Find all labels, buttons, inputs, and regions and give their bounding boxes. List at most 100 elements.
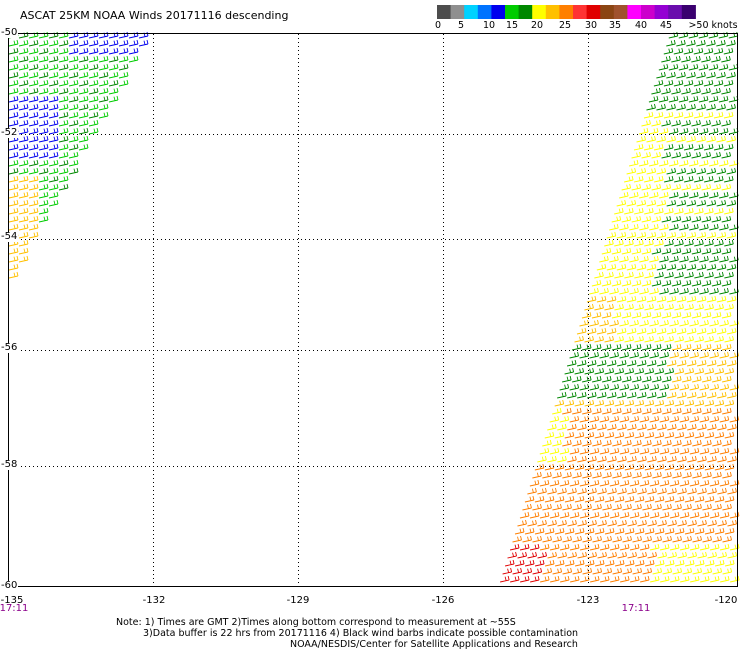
wind-barb	[78, 143, 89, 151]
wind-barb	[721, 183, 732, 191]
wind-barb	[78, 87, 89, 95]
wind-barb	[649, 383, 660, 391]
wind-barb	[569, 447, 580, 455]
wind-barb	[18, 31, 29, 39]
wind-barb	[666, 359, 677, 367]
wind-barb	[711, 55, 721, 63]
wind-barb	[666, 295, 677, 303]
wind-barb	[98, 71, 109, 79]
wind-barb	[98, 31, 109, 39]
wind-barb	[694, 303, 704, 311]
wind-barb	[589, 543, 600, 551]
wind-barb	[579, 543, 590, 551]
wind-barb	[631, 311, 642, 319]
wind-barb	[669, 383, 680, 391]
wind-barb	[28, 231, 39, 239]
wind-barb	[662, 535, 672, 543]
wind-barb	[688, 31, 699, 39]
wind-barb	[592, 407, 602, 415]
wind-barb	[98, 111, 109, 119]
wind-barb	[707, 519, 717, 527]
wind-barb	[592, 439, 602, 447]
wind-barb	[651, 343, 662, 351]
wind-barb	[48, 167, 59, 175]
wind-barb	[698, 31, 709, 39]
wind-barb	[656, 199, 667, 207]
wind-barb	[724, 495, 735, 503]
wind-barb	[38, 79, 49, 87]
wind-barb	[28, 135, 39, 143]
wind-barb	[584, 303, 594, 311]
wind-barb	[684, 239, 694, 247]
wind-barb	[552, 471, 562, 479]
wind-barb	[8, 263, 19, 271]
wind-barb	[627, 487, 637, 495]
wind-barb	[709, 191, 719, 199]
wind-barb	[717, 455, 727, 463]
wind-barb	[566, 359, 577, 367]
wind-barb	[614, 335, 624, 343]
wind-barb	[684, 367, 695, 375]
wind-barb	[696, 103, 706, 111]
wind-barb	[619, 255, 629, 263]
wind-barb	[68, 119, 79, 127]
wind-barb	[712, 375, 722, 383]
wind-barb	[698, 159, 709, 167]
wind-barb	[653, 111, 664, 119]
wind-barb	[639, 415, 650, 423]
wind-barb	[694, 399, 705, 407]
wind-barb	[624, 527, 635, 535]
wind-barb	[728, 159, 739, 167]
wind-barb	[691, 55, 701, 63]
wind-barb	[661, 151, 671, 159]
wind-barb	[619, 223, 629, 231]
wind-barb	[596, 359, 607, 367]
wind-barb	[606, 295, 617, 303]
wind-barb	[721, 247, 732, 255]
wind-barb	[682, 375, 692, 383]
wind-barb	[574, 431, 585, 439]
wind-barb	[686, 39, 696, 47]
wind-barb	[78, 63, 89, 71]
wind-barb	[639, 479, 650, 487]
wind-barb	[706, 167, 717, 175]
scale-swatch	[464, 5, 479, 19]
wind-barb	[38, 47, 49, 55]
wind-barb	[48, 183, 59, 191]
wind-barb	[522, 535, 532, 543]
wind-barb	[609, 479, 620, 487]
wind-barb	[596, 295, 607, 303]
wind-barb	[609, 447, 620, 455]
wind-barb	[709, 287, 719, 295]
wind-barb	[716, 39, 726, 47]
wind-barb	[138, 31, 149, 39]
wind-barb	[719, 415, 730, 423]
wind-barb	[557, 487, 567, 495]
wind-barb	[599, 255, 609, 263]
scale-label: 10	[482, 20, 496, 31]
wind-barb	[714, 207, 724, 215]
wind-barb	[719, 319, 729, 327]
wind-barb	[646, 135, 656, 143]
wind-barb	[606, 263, 617, 271]
scale-swatch	[586, 5, 601, 19]
wind-barb	[694, 367, 705, 375]
wind-barb	[664, 207, 674, 215]
wind-barb	[704, 431, 715, 439]
pass-time-right: 17:11	[621, 603, 651, 614]
wind-barb	[609, 383, 620, 391]
wind-barb	[599, 479, 610, 487]
wind-barb	[691, 183, 702, 191]
wind-barb	[529, 543, 540, 551]
wind-barb	[557, 423, 567, 431]
wind-barb	[48, 151, 59, 159]
wind-barb	[530, 575, 540, 583]
wind-barb	[38, 199, 49, 207]
wind-barb	[88, 87, 99, 95]
wind-barb	[654, 399, 665, 407]
wind-barb	[702, 439, 712, 447]
wind-barb	[676, 135, 686, 143]
wind-barb	[693, 111, 704, 119]
wind-barb	[58, 55, 69, 63]
wind-barb	[624, 303, 634, 311]
